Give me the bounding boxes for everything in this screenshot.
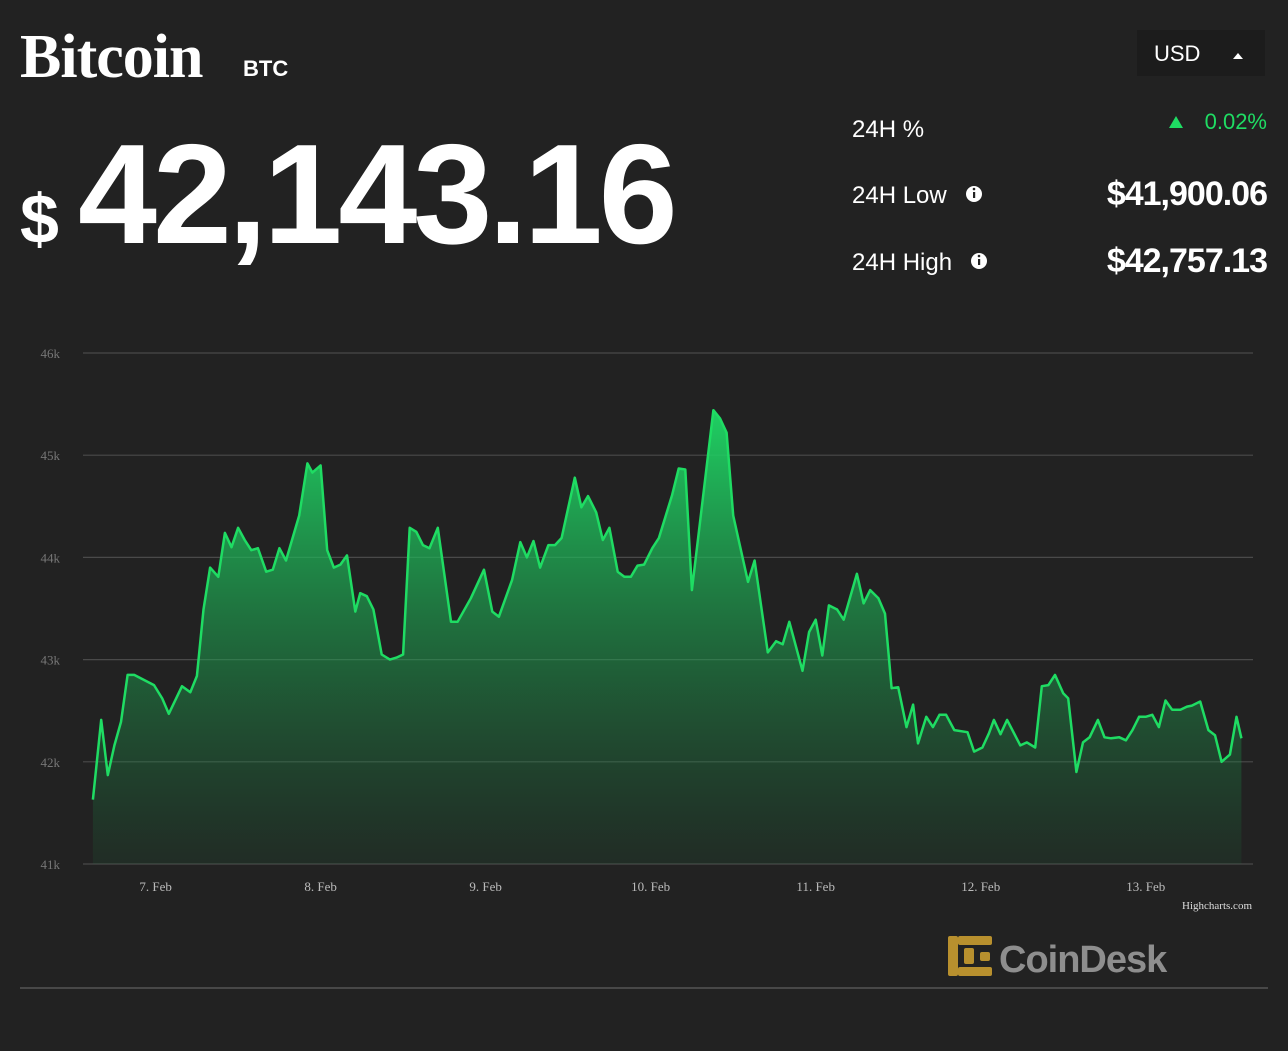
credits[interactable]: Highcharts.com — [1182, 900, 1252, 912]
stat-change: 0.02% — [1205, 109, 1267, 134]
select-arrow[interactable] — [1233, 53, 1243, 59]
price-symbol: $ — [20, 180, 59, 258]
info-icon[interactable] — [966, 186, 982, 202]
area — [92, 410, 1242, 864]
chart: 41k 42k 43k 44k 45k 46k 7. Feb 8. Feb 9. Feb 10. … — [41, 346, 1253, 894]
info-icon[interactable] — [971, 253, 987, 269]
y-tick-label: 43k — [41, 653, 61, 668]
stat-label: 24H % — [852, 116, 924, 143]
up-arrow — [1169, 116, 1183, 128]
x-tick-label: 11. Feb — [796, 879, 835, 894]
coindesk-logo: CoinDesk — [948, 936, 1169, 981]
x-tick-label: 7. Feb — [139, 879, 172, 894]
stat-label: 24H High — [852, 249, 952, 276]
x-tick-label: 9. Feb — [469, 879, 502, 894]
y-tick-label: 42k — [41, 755, 61, 770]
info-dot[interactable] — [972, 187, 976, 191]
coin-symbol: BTC — [243, 56, 288, 81]
stat-value: $42,757.13 — [1107, 242, 1267, 280]
y-tick-label: 41k — [41, 857, 61, 872]
select-box[interactable] — [1137, 30, 1265, 76]
stat-label: 24H Low — [852, 182, 947, 209]
x-tick-label: 12. Feb — [961, 879, 1000, 894]
currency-select[interactable]: USD — [1137, 30, 1265, 76]
x-tick-label: 10. Feb — [631, 879, 670, 894]
logo-mark — [948, 936, 992, 976]
y-tick-label: 46k — [41, 346, 61, 361]
stat-value: $41,900.06 — [1107, 175, 1267, 213]
y-tick-label: 44k — [41, 550, 61, 565]
info-bar[interactable] — [973, 192, 976, 198]
x-tick-label: 13. Feb — [1126, 879, 1165, 894]
currency-label[interactable]: USD — [1154, 41, 1200, 66]
logo-text: CoinDesk — [999, 939, 1168, 981]
price-amount: 42,143.16 — [78, 115, 674, 274]
info-dot[interactable] — [977, 254, 981, 258]
coin-title: Bitcoin — [20, 23, 203, 91]
y-tick-label: 45k — [41, 448, 61, 463]
info-bar[interactable] — [978, 259, 981, 265]
line — [91, 408, 1243, 800]
x-tick-label: 8. Feb — [304, 879, 337, 894]
